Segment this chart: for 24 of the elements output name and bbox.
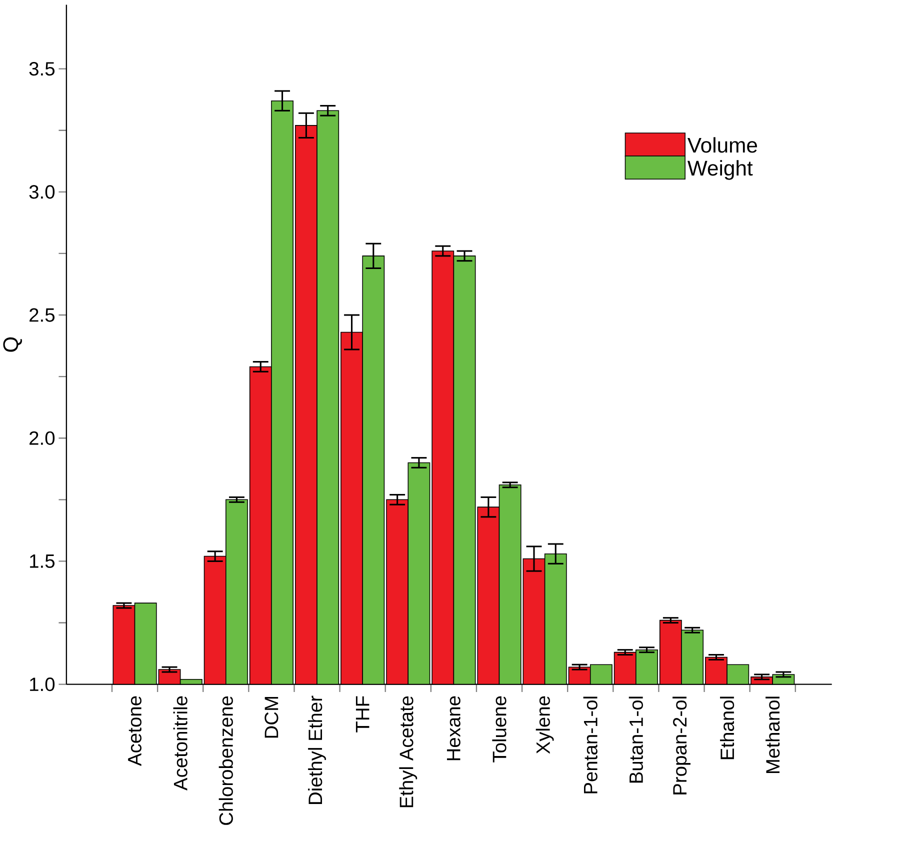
y-tick-label: 3.0 bbox=[29, 185, 55, 199]
x-tick-label: THF bbox=[356, 696, 370, 733]
y-tick-label: 1.0 bbox=[30, 678, 55, 692]
x-tick-label: Hexane bbox=[446, 696, 460, 760]
legend-label: Weight bbox=[687, 160, 753, 180]
y-tick-label: 1.5 bbox=[30, 554, 55, 568]
x-tick-label: DCM bbox=[264, 697, 278, 738]
x-tick-label: Acetonitrile bbox=[173, 696, 188, 791]
x-tick-label: Xylene bbox=[536, 696, 554, 754]
x-tick-label: Ethyl Acetate bbox=[399, 696, 418, 808]
x-tick-label: Diethyl Ether bbox=[308, 696, 326, 804]
y-tick-label: 3.5 bbox=[29, 62, 55, 76]
y-tick-label: 2.0 bbox=[30, 431, 55, 446]
x-tick-label: Acetone bbox=[128, 696, 142, 766]
x-tick-label: Butan-1-ol bbox=[628, 696, 643, 783]
x-tick-label: Chlorobenzene bbox=[218, 696, 233, 826]
x-tick-label: Pentan-1-ol bbox=[583, 696, 598, 794]
y-axis-title: Q bbox=[3, 337, 22, 352]
x-tick-label: Methanol bbox=[766, 696, 780, 774]
x-tick-label: Toluene bbox=[492, 696, 506, 763]
legend-label: Volume bbox=[687, 137, 758, 153]
x-tick-label: Propan-2-ol bbox=[672, 696, 690, 794]
y-tick-label: 2.5 bbox=[30, 308, 55, 322]
x-tick-label: Ethanol bbox=[720, 696, 734, 760]
